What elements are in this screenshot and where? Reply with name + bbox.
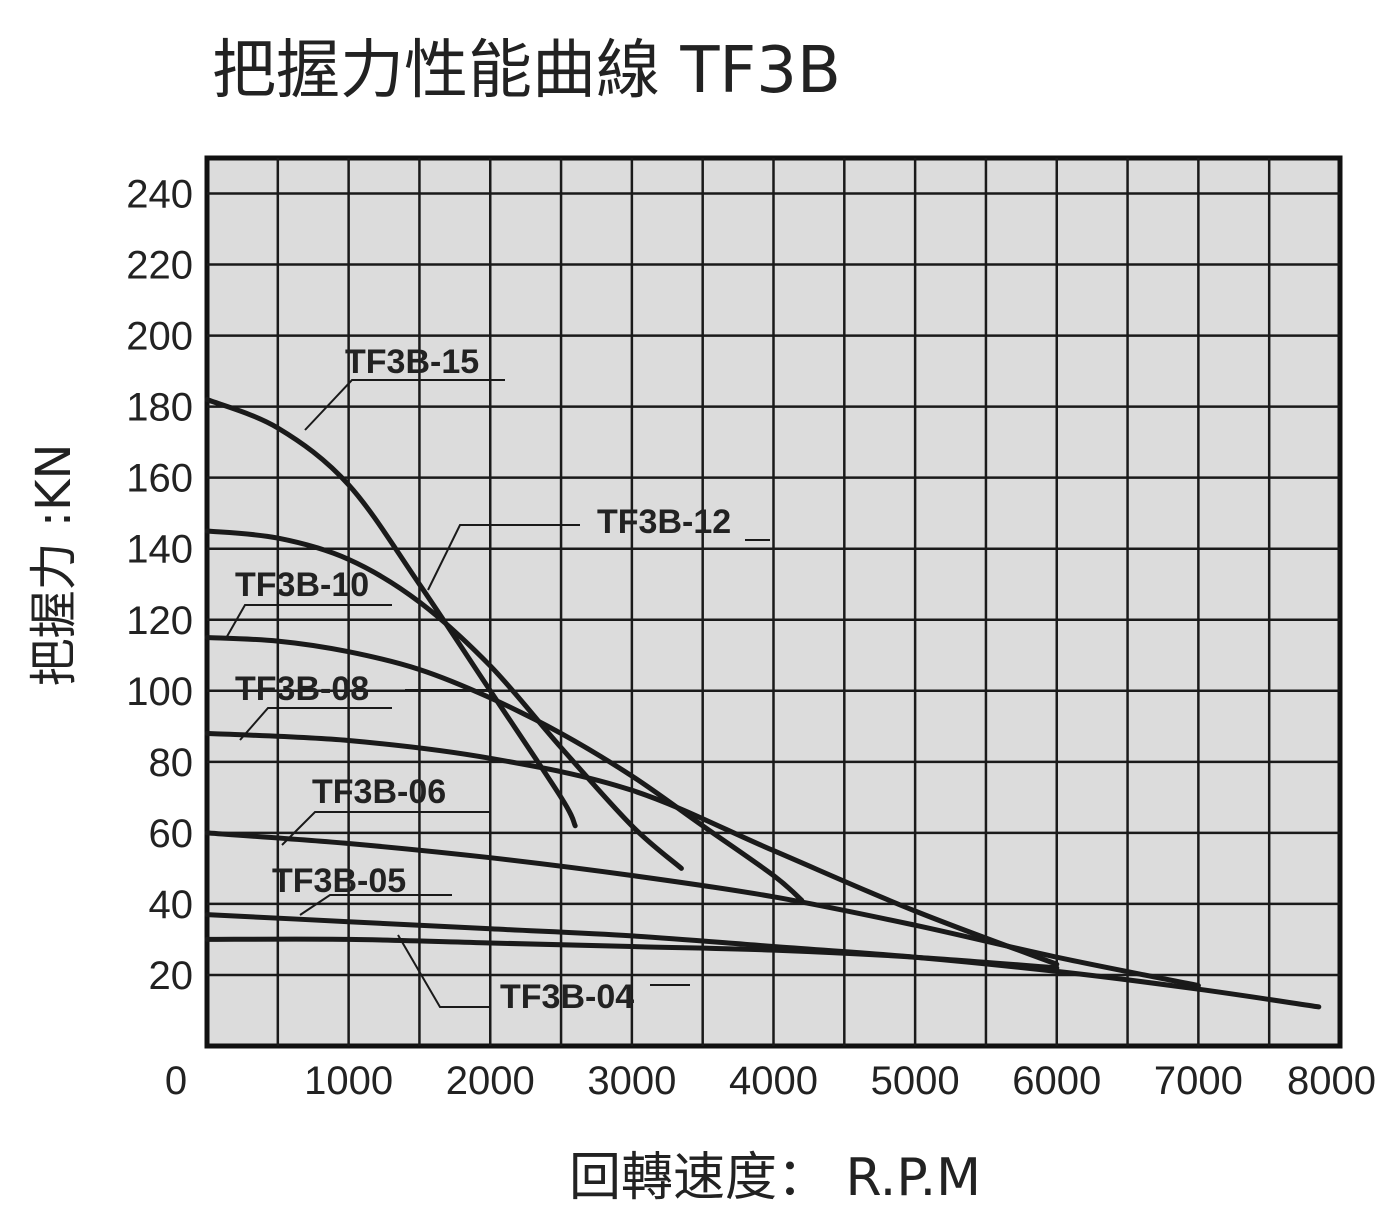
x-tick-label: 3000 — [587, 1059, 676, 1103]
series-line-tf3b-05 — [204, 912, 1322, 1010]
series-line-tf3b-10 — [204, 635, 805, 903]
x-tick-label: 6000 — [1012, 1059, 1101, 1103]
x-tick-label: 7000 — [1154, 1059, 1243, 1103]
y-tick-label: 80 — [149, 741, 194, 785]
grid — [207, 158, 1340, 1046]
series-curves — [204, 397, 1322, 1010]
x-tick-label: 2000 — [446, 1059, 535, 1103]
series-line-tf3b-06 — [204, 830, 1201, 989]
series-label-tf3b-05: TF3B-05 — [272, 862, 406, 900]
chart-title: 把握力性能曲線 TF3B — [212, 34, 841, 108]
series-line-tf3b-12 — [204, 528, 684, 871]
series-label-tf3b-04: TF3B-04 — [500, 978, 634, 1016]
y-tick-label: 240 — [126, 173, 193, 217]
leader-line-tf3b-10 — [224, 604, 392, 641]
y-axis-label: 把握力 :KN — [26, 444, 82, 687]
leader-line-tf3b-15 — [304, 379, 505, 431]
x-tick-label: 0 — [165, 1059, 187, 1103]
leader-line-tf3b-06 — [281, 811, 490, 846]
series-label-tf3b-06: TF3B-06 — [312, 773, 446, 811]
x-axis-ticks: 0 1000 2000 3000 4000 5000 6000 7000 8000 — [165, 1059, 1376, 1103]
series-line-tf3b-04 — [204, 936, 1060, 971]
series-line-tf3b-08 — [204, 730, 1060, 967]
y-tick-label: 120 — [126, 599, 193, 643]
x-tick-label: 5000 — [871, 1059, 960, 1103]
y-tick-label: 220 — [126, 244, 193, 288]
y-tick-label: 140 — [126, 528, 193, 572]
leader-line-tf3b-05 — [299, 894, 452, 916]
series-label-tf3b-08: TF3B-08 — [235, 670, 369, 708]
series-label-tf3b-12: TF3B-12 — [597, 503, 731, 541]
y-tick-label: 160 — [126, 457, 193, 501]
x-axis-label: 回轉速度： R.P.M — [569, 1148, 981, 1208]
series-labels: TF3B-15 TF3B-12 TF3B-10 TF3B-08 TF3B-06 TF3B-… — [235, 343, 731, 1016]
y-tick-label: 180 — [126, 386, 193, 430]
x-tick-label: 4000 — [729, 1059, 818, 1103]
y-tick-label: 60 — [149, 812, 194, 856]
series-label-tf3b-15: TF3B-15 — [345, 343, 479, 381]
series-line-tf3b-15 — [204, 397, 578, 829]
y-tick-label: 100 — [126, 670, 193, 714]
leader-line-tf3b-12 — [427, 524, 770, 591]
y-tick-label: 40 — [149, 883, 194, 927]
label-leaders — [224, 379, 770, 1008]
x-tick-label: 1000 — [304, 1059, 393, 1103]
leader-line-tf3b-04 — [397, 934, 690, 1008]
y-tick-label: 200 — [126, 315, 193, 359]
y-tick-label: 20 — [149, 954, 194, 998]
x-tick-label: 8000 — [1287, 1059, 1376, 1103]
series-label-tf3b-10: TF3B-10 — [235, 566, 369, 604]
y-axis-ticks: 20 40 60 80 100 120 140 160 180 200 220 240 — [126, 173, 193, 998]
